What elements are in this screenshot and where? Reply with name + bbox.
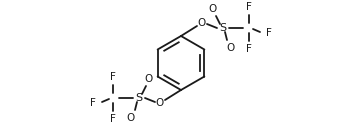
Text: O: O xyxy=(198,18,206,28)
Text: F: F xyxy=(266,28,272,38)
Text: S: S xyxy=(219,23,227,33)
Text: F: F xyxy=(246,44,252,54)
Text: F: F xyxy=(90,98,96,108)
Text: F: F xyxy=(110,72,116,82)
Text: S: S xyxy=(135,93,143,103)
Text: F: F xyxy=(246,2,252,12)
Text: O: O xyxy=(156,98,164,108)
Text: F: F xyxy=(110,114,116,124)
Text: O: O xyxy=(227,43,235,53)
Text: O: O xyxy=(145,74,153,84)
Text: O: O xyxy=(209,4,217,14)
Text: O: O xyxy=(127,113,135,123)
